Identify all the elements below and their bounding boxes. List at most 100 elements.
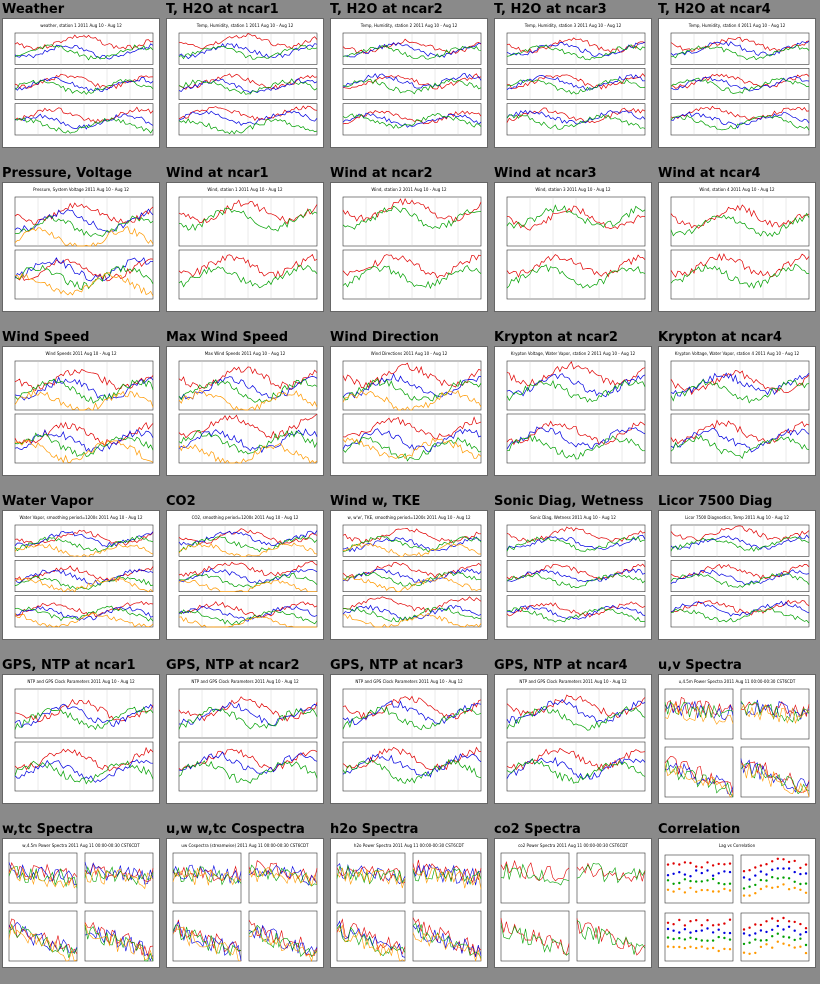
plot-thumbnail-link[interactable]: Temp, Humidity, station 4 2011 Aug 10 - … <box>658 18 816 148</box>
plot-thumbnail-image: Lag vs Correlation <box>664 843 810 962</box>
plot-thumbnail-link[interactable]: NTP and GPS Clock Parameters 2011 Aug 10… <box>330 674 488 804</box>
plot-thumbnail-cell: u,v Spectra u,4.5m Power Spectra 2011 Aug… <box>656 656 816 816</box>
plot-thumbnail-cell: Krypton at ncar4 Krypton Voltage, Water V… <box>656 328 816 488</box>
plot-title: co2 Spectra <box>494 822 581 837</box>
plot-caption: NTP and GPS Clock Parameters 2011 Aug 10… <box>355 679 463 684</box>
plot-title: Krypton at ncar4 <box>658 330 782 345</box>
plot-thumbnail-link[interactable]: Lag vs Correlation <box>658 838 816 968</box>
plot-thumbnail-cell: Wind Speed Wind Speeds 2011 Aug 10 - Aug … <box>0 328 160 488</box>
plot-title: Max Wind Speed <box>166 330 289 345</box>
plot-caption: u,4.5m Power Spectra 2011 Aug 11 00:00-0… <box>679 679 796 684</box>
plot-thumbnail-link[interactable]: Wind, station 2 2011 Aug 10 - Aug 12 <box>330 182 488 312</box>
plot-thumbnail-cell: Pressure, Voltage Pressure, System Voltag… <box>0 164 160 324</box>
plot-caption: NTP and GPS Clock Parameters 2011 Aug 10… <box>519 679 627 684</box>
plot-title: GPS, NTP at ncar4 <box>494 658 628 673</box>
plot-thumbnail-cell: GPS, NTP at ncar1 NTP and GPS Clock Param… <box>0 656 160 816</box>
plot-thumbnail-cell: T, H2O at ncar1 Temp, Humidity, station 1… <box>164 0 324 160</box>
plot-thumbnail-image: Temp, Humidity, station 2 2011 Aug 10 - … <box>342 23 482 136</box>
plot-thumbnail-image: Water Vapor, smoothing period=1200s 2011… <box>14 515 154 628</box>
plot-thumbnail-link[interactable]: Wind, station 1 2011 Aug 10 - Aug 12 <box>166 182 324 312</box>
plot-caption: CO2, smoothing period=1200s 2011 Aug 10 … <box>192 515 299 520</box>
plot-thumbnail-cell: Weather weather, station 1 2011 Aug 10 - … <box>0 0 160 160</box>
plot-thumbnail-image: Krypton Voltage, Water Vapor, station 4 … <box>670 351 810 464</box>
plot-thumbnail-link[interactable]: Pressure, System Voltage 2011 Aug 10 - A… <box>2 182 160 312</box>
plot-title: h2o Spectra <box>330 822 419 837</box>
plot-title: Wind at ncar2 <box>330 166 433 181</box>
plot-thumbnail-image: NTP and GPS Clock Parameters 2011 Aug 10… <box>178 679 318 792</box>
plot-title: CO2 <box>166 494 196 509</box>
plot-thumbnail-link[interactable]: Wind, station 4 2011 Aug 10 - Aug 12 <box>658 182 816 312</box>
plot-thumbnail-link[interactable]: Max Wind Speeds 2011 Aug 10 - Aug 12 <box>166 346 324 476</box>
plot-caption: Wind, station 3 2011 Aug 10 - Aug 12 <box>535 187 611 192</box>
plot-thumbnail-cell: Wind at ncar3 Wind, station 3 2011 Aug 10… <box>492 164 652 324</box>
plot-thumbnail-cell: Wind w, TKE w, w'w', TKE, smoothing perio… <box>328 492 488 652</box>
plot-thumbnail-link[interactable]: Krypton Voltage, Water Vapor, station 4 … <box>658 346 816 476</box>
plot-title: Sonic Diag, Wetness <box>494 494 644 509</box>
plot-thumbnail-link[interactable]: Sonic Diag, Wetness 2011 Aug 10 - Aug 12 <box>494 510 652 640</box>
plot-thumbnail-link[interactable]: Wind, station 3 2011 Aug 10 - Aug 12 <box>494 182 652 312</box>
plot-caption: Wind, station 1 2011 Aug 10 - Aug 12 <box>207 187 283 192</box>
plot-thumbnail-link[interactable]: w, w'w', TKE, smoothing period=1200s 201… <box>330 510 488 640</box>
plot-thumbnail-link[interactable]: uw Cospectra (streamwise) 2011 Aug 11 00… <box>166 838 324 968</box>
plot-title: Pressure, Voltage <box>2 166 133 181</box>
plot-thumbnail-cell: Licor 7500 Diag Licor 7500 Diagnostics, T… <box>656 492 816 652</box>
plot-thumbnail-link[interactable]: Licor 7500 Diagnostics, Temp 2011 Aug 10… <box>658 510 816 640</box>
plot-thumbnail-image: Wind Speeds 2011 Aug 10 - Aug 12 <box>14 351 154 464</box>
plot-thumbnail-cell: Wind at ncar4 Wind, station 4 2011 Aug 10… <box>656 164 816 324</box>
plot-caption: w,4.5m Power Spectra 2011 Aug 11 00:00-0… <box>22 843 140 848</box>
plot-thumbnail-cell: Krypton at ncar2 Krypton Voltage, Water V… <box>492 328 652 488</box>
plot-thumbnail-image: Temp, Humidity, station 1 2011 Aug 10 - … <box>178 23 318 136</box>
plot-thumbnail-link[interactable]: co2 Power Spectra 2011 Aug 11 00:00-00:3… <box>494 838 652 968</box>
plot-title: Wind Direction <box>330 330 439 345</box>
plot-thumbnail-image: NTP and GPS Clock Parameters 2011 Aug 10… <box>506 679 646 792</box>
plot-thumbnail-cell: Wind at ncar2 Wind, station 2 2011 Aug 10… <box>328 164 488 324</box>
plot-thumbnail-image: u,4.5m Power Spectra 2011 Aug 11 00:00-0… <box>664 679 810 798</box>
plot-thumbnail-link[interactable]: NTP and GPS Clock Parameters 2011 Aug 10… <box>166 674 324 804</box>
plot-thumbnail-link[interactable]: w,4.5m Power Spectra 2011 Aug 11 00:00-0… <box>2 838 160 968</box>
plot-thumbnail-link[interactable]: CO2, smoothing period=1200s 2011 Aug 10 … <box>166 510 324 640</box>
plot-title: GPS, NTP at ncar1 <box>2 658 136 673</box>
plot-thumbnail-cell: co2 Spectra co2 Power Spectra 2011 Aug 11… <box>492 820 652 980</box>
plot-title: T, H2O at ncar1 <box>166 2 279 17</box>
plot-title: T, H2O at ncar2 <box>330 2 443 17</box>
plot-caption: Water Vapor, smoothing period=1200s 2011… <box>20 515 143 520</box>
plot-title: T, H2O at ncar4 <box>658 2 771 17</box>
plot-thumbnail-link[interactable]: Wind Speeds 2011 Aug 10 - Aug 12 <box>2 346 160 476</box>
plot-thumbnail-image: Wind, station 4 2011 Aug 10 - Aug 12 <box>670 187 810 300</box>
plot-thumbnail-link[interactable]: NTP and GPS Clock Parameters 2011 Aug 10… <box>494 674 652 804</box>
plot-thumbnail-link[interactable]: Temp, Humidity, station 1 2011 Aug 10 - … <box>166 18 324 148</box>
plot-caption: NTP and GPS Clock Parameters 2011 Aug 10… <box>191 679 299 684</box>
plot-thumbnail-cell: T, H2O at ncar3 Temp, Humidity, station 3… <box>492 0 652 160</box>
plot-thumbnail-image: NTP and GPS Clock Parameters 2011 Aug 10… <box>342 679 482 792</box>
plot-thumbnail-link[interactable]: h2o Power Spectra 2011 Aug 11 00:00-00:3… <box>330 838 488 968</box>
plot-thumbnail-cell: Correlation Lag vs Correlation <box>656 820 816 980</box>
plot-caption: Pressure, System Voltage 2011 Aug 10 - A… <box>33 187 129 192</box>
plot-thumbnail-cell: Wind Direction Wind Directions 2011 Aug 1… <box>328 328 488 488</box>
plot-thumbnail-link[interactable]: Krypton Voltage, Water Vapor, station 2 … <box>494 346 652 476</box>
plot-title: u,v Spectra <box>658 658 742 673</box>
plot-thumbnail-image: CO2, smoothing period=1200s 2011 Aug 10 … <box>178 515 318 628</box>
plot-thumbnail-cell: Sonic Diag, Wetness Sonic Diag, Wetness 2… <box>492 492 652 652</box>
plot-thumbnail-cell: Wind at ncar1 Wind, station 1 2011 Aug 10… <box>164 164 324 324</box>
plot-thumbnail-link[interactable]: u,4.5m Power Spectra 2011 Aug 11 00:00-0… <box>658 674 816 804</box>
plot-thumbnail-cell: GPS, NTP at ncar3 NTP and GPS Clock Param… <box>328 656 488 816</box>
plot-caption: NTP and GPS Clock Parameters 2011 Aug 10… <box>27 679 135 684</box>
plot-thumbnail-cell: w,tc Spectra w,4.5m Power Spectra 2011 Au… <box>0 820 160 980</box>
plot-caption: Wind, station 2 2011 Aug 10 - Aug 12 <box>371 187 447 192</box>
plot-thumbnail-link[interactable]: Temp, Humidity, station 2 2011 Aug 10 - … <box>330 18 488 148</box>
plot-title: Correlation <box>658 822 741 837</box>
plot-thumbnail-image: Wind, station 2 2011 Aug 10 - Aug 12 <box>342 187 482 300</box>
plot-caption: Krypton Voltage, Water Vapor, station 2 … <box>511 351 636 356</box>
plot-thumbnail-link[interactable]: Wind Directions 2011 Aug 10 - Aug 12 <box>330 346 488 476</box>
plot-title: GPS, NTP at ncar2 <box>166 658 300 673</box>
plot-thumbnail-link[interactable]: Water Vapor, smoothing period=1200s 2011… <box>2 510 160 640</box>
plot-thumbnail-link[interactable]: NTP and GPS Clock Parameters 2011 Aug 10… <box>2 674 160 804</box>
plot-title: Wind at ncar1 <box>166 166 269 181</box>
plot-thumbnail-image: Wind, station 3 2011 Aug 10 - Aug 12 <box>506 187 646 300</box>
plot-thumbnail-image: NTP and GPS Clock Parameters 2011 Aug 10… <box>14 679 154 792</box>
plot-title: Licor 7500 Diag <box>658 494 773 509</box>
plot-thumbnail-cell: GPS, NTP at ncar4 NTP and GPS Clock Param… <box>492 656 652 816</box>
plot-thumbnail-link[interactable]: weather, station 1 2011 Aug 10 - Aug 12 <box>2 18 160 148</box>
plot-thumbnail-cell: Water Vapor Water Vapor, smoothing period… <box>0 492 160 652</box>
plot-thumbnail-link[interactable]: Temp, Humidity, station 3 2011 Aug 10 - … <box>494 18 652 148</box>
